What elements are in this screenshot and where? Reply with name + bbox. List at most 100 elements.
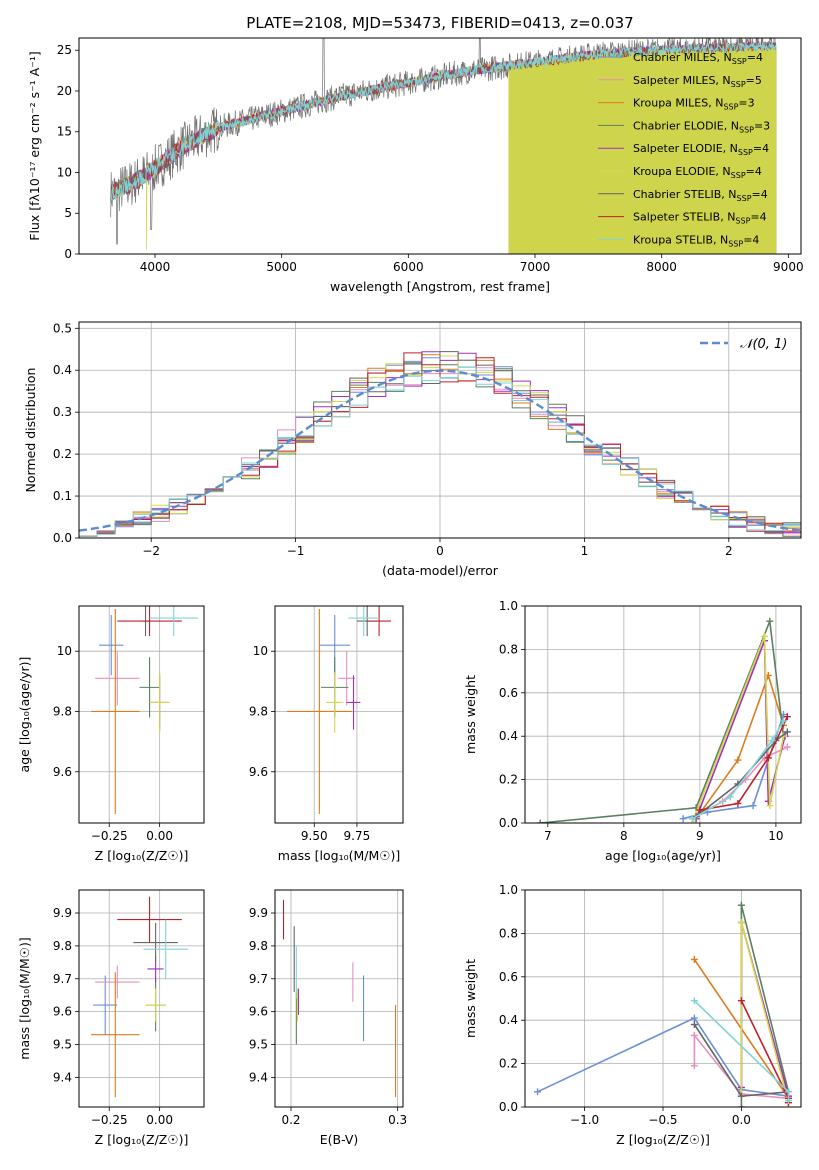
y-tick-label: 9.7 (53, 972, 72, 986)
legend-tail: =4 (753, 142, 769, 155)
y-tick-label: 9.8 (53, 704, 72, 718)
y-tick-label: 9.8 (249, 939, 268, 953)
weight-marker-salpeter_miles (690, 1062, 698, 1070)
weight-line-kroupa_stelib (691, 720, 785, 820)
x-tick-label: 6000 (393, 260, 424, 274)
plot-area (282, 899, 397, 1098)
plot-z_vs_mass: −0.25 0.00 9.4 9.5 9.6 9.7 9.8 9.9 Z [log₁₀(Z/Z☉… (17, 889, 205, 1147)
y-tick-label: 1.0 (499, 883, 518, 897)
y-tick-label: 0.0 (53, 531, 72, 545)
legend-text: Chabrier ELODIE, N (633, 119, 739, 132)
x-tick-label: 1 (581, 544, 589, 558)
plot-spectrum: PLATE=2108, MJD=53473, FIBERID=0413, z=0… (27, 14, 804, 294)
legend-sub: SSP (737, 194, 752, 203)
y-tick-label: 20 (57, 84, 72, 98)
legend-tail: =4 (750, 211, 766, 224)
weight-marker-kroupa_stelib (784, 1096, 792, 1104)
x-tick-label: 2 (725, 544, 733, 558)
legend-sub: SSP (723, 103, 738, 112)
legend-sub: SSP (728, 239, 743, 248)
y-axis-label: mass [log₁₀(M/M☉)] (17, 937, 32, 1059)
legend-text: Salpeter ELODIE, N (633, 142, 738, 155)
y-axis-label: mass weight (463, 675, 478, 754)
plot-z_vs_age: −0.25 0.00 9.6 9.8 10 Z [log₁₀(Z/Z☉)] age [log… (17, 605, 205, 863)
y-tick-label: 10 (57, 644, 72, 658)
x-tick-label: 9.75 (344, 829, 371, 843)
y-tick-label: 9.6 (249, 765, 268, 779)
x-tick-label: −0.5 (648, 1113, 677, 1127)
y-tick-label: 10 (57, 165, 72, 179)
x-tick-label: −1 (287, 544, 305, 558)
weight-marker-chabrier_miles (749, 802, 757, 810)
chart-title: PLATE=2108, MJD=53473, FIBERID=0413, z=0… (246, 14, 633, 32)
axes-frame (78, 889, 205, 1108)
x-tick-label: 0 (436, 544, 444, 558)
weight-line-salpeter_stelib (699, 716, 789, 811)
weight-marker-kroupa_stelib (726, 793, 734, 801)
legend-sub: SSP (739, 125, 754, 134)
y-tick-label: 1.0 (499, 599, 518, 613)
plot-area (536, 617, 791, 823)
legend-text: Chabrier MILES, N (633, 51, 732, 64)
x-tick-label: 9.50 (301, 829, 328, 843)
weight-marker-kroupa_elodie (766, 802, 774, 810)
legend-sub: SSP (738, 148, 753, 157)
y-tick-label: 0.1 (53, 489, 72, 503)
x-tick-label: −0.25 (91, 829, 128, 843)
weight-marker-salpeter_miles (783, 743, 791, 751)
x-tick-label: −2 (142, 544, 160, 558)
legend-label-salpeter_stelib: Salpeter STELIB, NSSP=4 (633, 211, 767, 226)
weight-marker-chabrier_stelib (690, 1021, 698, 1029)
axes-frame (274, 605, 404, 824)
x-tick-label: 5000 (266, 260, 297, 274)
y-axis-label: age [log₁₀(age/yr)] (17, 657, 32, 773)
weight-marker-kroupa_stelib (768, 737, 776, 745)
x-tick-label: 0.2 (281, 1113, 300, 1127)
x-tick-label: 0.00 (146, 1113, 173, 1127)
x-axis-label: Z [log₁₀(Z/Z☉)] (95, 848, 189, 863)
x-axis-label: (data-model)/error (382, 563, 499, 578)
weight-line-kroupa_elodie (693, 636, 785, 819)
y-tick-label: 0.6 (499, 686, 518, 700)
weight-marker-chabrier_miles (690, 1014, 698, 1022)
y-tick-label: 5 (64, 206, 72, 220)
legend-label-normal: 𝒩(0, 1) (740, 337, 787, 352)
weight-marker-chabrier_elodie (737, 1103, 745, 1107)
weight-line-salpeter_miles (693, 1033, 789, 1100)
y-tick-label: 10 (253, 644, 268, 658)
y-tick-label: 0.4 (53, 363, 72, 377)
x-tick-label: 9000 (773, 260, 804, 274)
legend-sub: SSP (735, 217, 750, 226)
legend-label-chabrier_stelib: Chabrier STELIB, NSSP=4 (633, 188, 768, 203)
plot-area (286, 606, 392, 814)
legend-tail: =3 (754, 119, 770, 132)
y-tick-label: 0.3 (53, 405, 72, 419)
legend-text: Kroupa MILES, N (633, 97, 723, 110)
weight-marker-salpeter_stelib (764, 754, 772, 762)
x-tick-label: 0.00 (146, 829, 173, 843)
y-tick-label: 25 (57, 43, 72, 57)
legend-label-salpeter_elodie: Salpeter ELODIE, NSSP=4 (633, 142, 769, 157)
weight-marker-chabrier_elodie (766, 617, 774, 625)
legend-label-kroupa_miles: Kroupa MILES, NSSP=3 (633, 97, 755, 112)
weight-marker-salpeter_stelib (734, 799, 742, 807)
y-tick-label: 9.5 (249, 1038, 268, 1052)
x-tick-label: 8000 (646, 260, 677, 274)
x-axis-label: E(B-V) (320, 1132, 359, 1147)
weight-marker-chabrier_elodie (536, 819, 544, 823)
x-axis-label: Z [log₁₀(Z/Z☉)] (95, 1132, 189, 1147)
axes-frame (78, 37, 802, 255)
plot-area (110, 38, 777, 254)
legend-tail: =4 (747, 51, 763, 64)
legend-text: Salpeter MILES, N (633, 74, 731, 87)
legend-label-kroupa_elodie: Kroupa ELODIE, NSSP=4 (633, 165, 762, 180)
weight-marker-kroupa_miles (690, 955, 698, 963)
y-tick-label: 9.6 (249, 1005, 268, 1019)
model-line-kroupa_stelib (110, 41, 777, 202)
y-tick-label: 9.9 (53, 906, 72, 920)
y-tick-label: 0.5 (53, 321, 72, 335)
y-tick-label: 9.8 (53, 939, 72, 953)
weight-marker-kroupa_elodie (737, 919, 745, 927)
y-tick-label: 9.9 (249, 906, 268, 920)
x-tick-label: −1.0 (570, 1113, 599, 1127)
